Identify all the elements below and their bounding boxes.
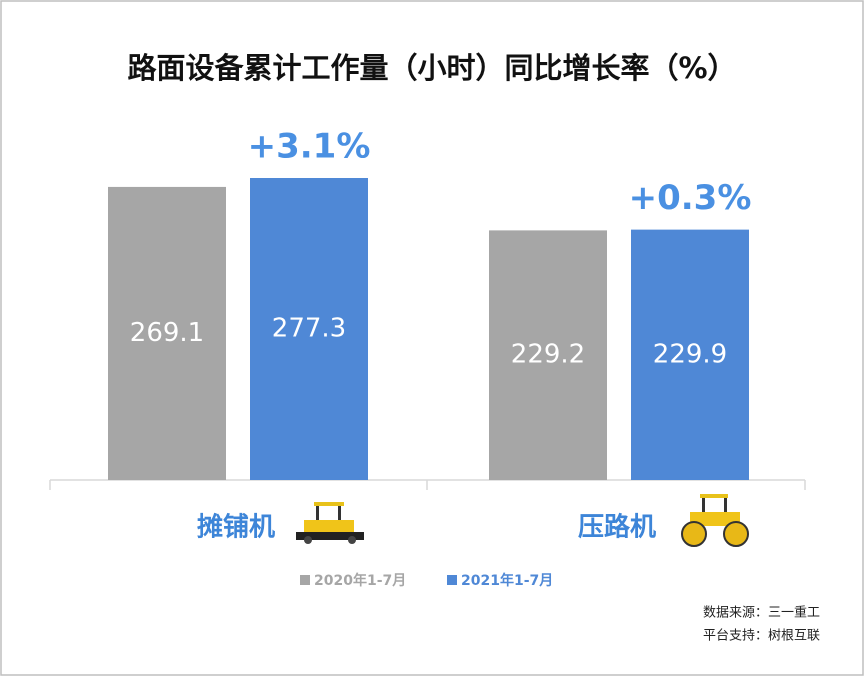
legend-swatch <box>447 575 457 585</box>
category-label: 摊铺机 <box>197 512 275 543</box>
source-note: 平台支持：树根互联 <box>703 629 820 644</box>
category-label: 压路机 <box>578 512 656 543</box>
chart-title: 路面设备累计工作量（小时）同比增长率（%） <box>127 51 736 85</box>
legend-label: 2020年1-7月 <box>314 572 406 589</box>
value-label: 229.2 <box>511 340 585 370</box>
value-label: 229.9 <box>653 339 727 369</box>
legend-label: 2021年1-7月 <box>461 572 553 589</box>
paver-icon <box>296 502 364 544</box>
value-label: 269.1 <box>130 318 204 348</box>
legend-swatch <box>300 575 310 585</box>
bar <box>489 230 607 480</box>
bar <box>108 186 226 480</box>
source-note: 数据来源：三一重工 <box>703 605 820 621</box>
bar <box>250 178 368 480</box>
bar <box>631 229 749 480</box>
growth-annotation: +0.3% <box>629 178 752 218</box>
roller-icon <box>681 494 749 547</box>
growth-annotation: +3.1% <box>248 127 371 167</box>
value-label: 277.3 <box>272 314 346 344</box>
